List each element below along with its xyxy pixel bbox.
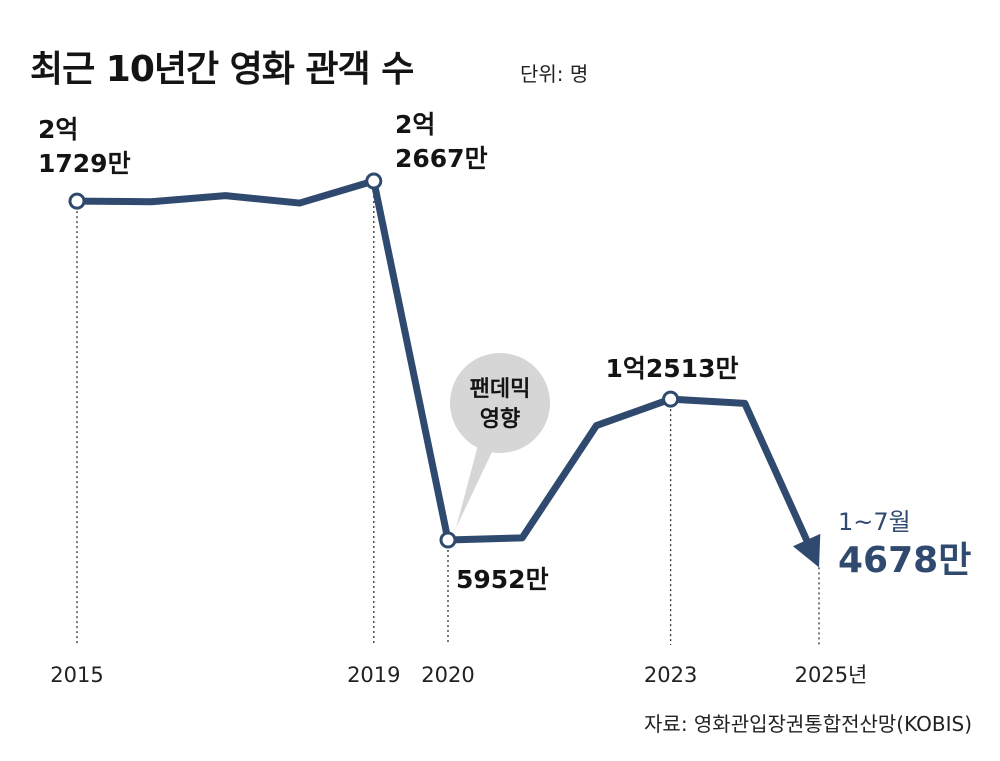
x-tick-label: 2023 [644, 663, 697, 687]
data-label-2025: 4678만 [838, 540, 971, 581]
point-marker-2020 [439, 531, 457, 549]
point-marker-2019 [365, 172, 383, 190]
source-note: 자료: 영화관입장권통합전산망(KOBIS) [644, 712, 972, 736]
x-tick-label: 2025년 [795, 663, 868, 687]
annotation-text: 영향 [480, 407, 520, 432]
chart-title: 최근 10년간 영화 관객 수 [30, 49, 414, 90]
annotation-bubble-tail [456, 445, 492, 528]
x-tick-label: 2015 [50, 663, 103, 687]
data-label-2023: 1억2513만 [606, 354, 739, 383]
data-label-2020: 5952만 [456, 565, 549, 594]
data-label-2019: 2667만 [395, 144, 488, 173]
data-label-2025: 1~7월 [838, 508, 911, 536]
data-label-2015: 2억 [38, 115, 78, 144]
data-label-2015: 1729만 [38, 149, 131, 178]
x-tick-label: 2019 [347, 663, 400, 687]
series-arrowhead [792, 533, 821, 568]
unit-label: 단위: 명 [520, 62, 589, 86]
x-tick-label: 2020 [421, 663, 474, 687]
annotation-bubble [450, 353, 550, 453]
point-marker-2015 [68, 192, 86, 210]
annotation-text: 팬데믹 [470, 377, 531, 402]
data-label-2019: 2억 [395, 110, 435, 139]
point-marker-2023 [662, 390, 680, 408]
